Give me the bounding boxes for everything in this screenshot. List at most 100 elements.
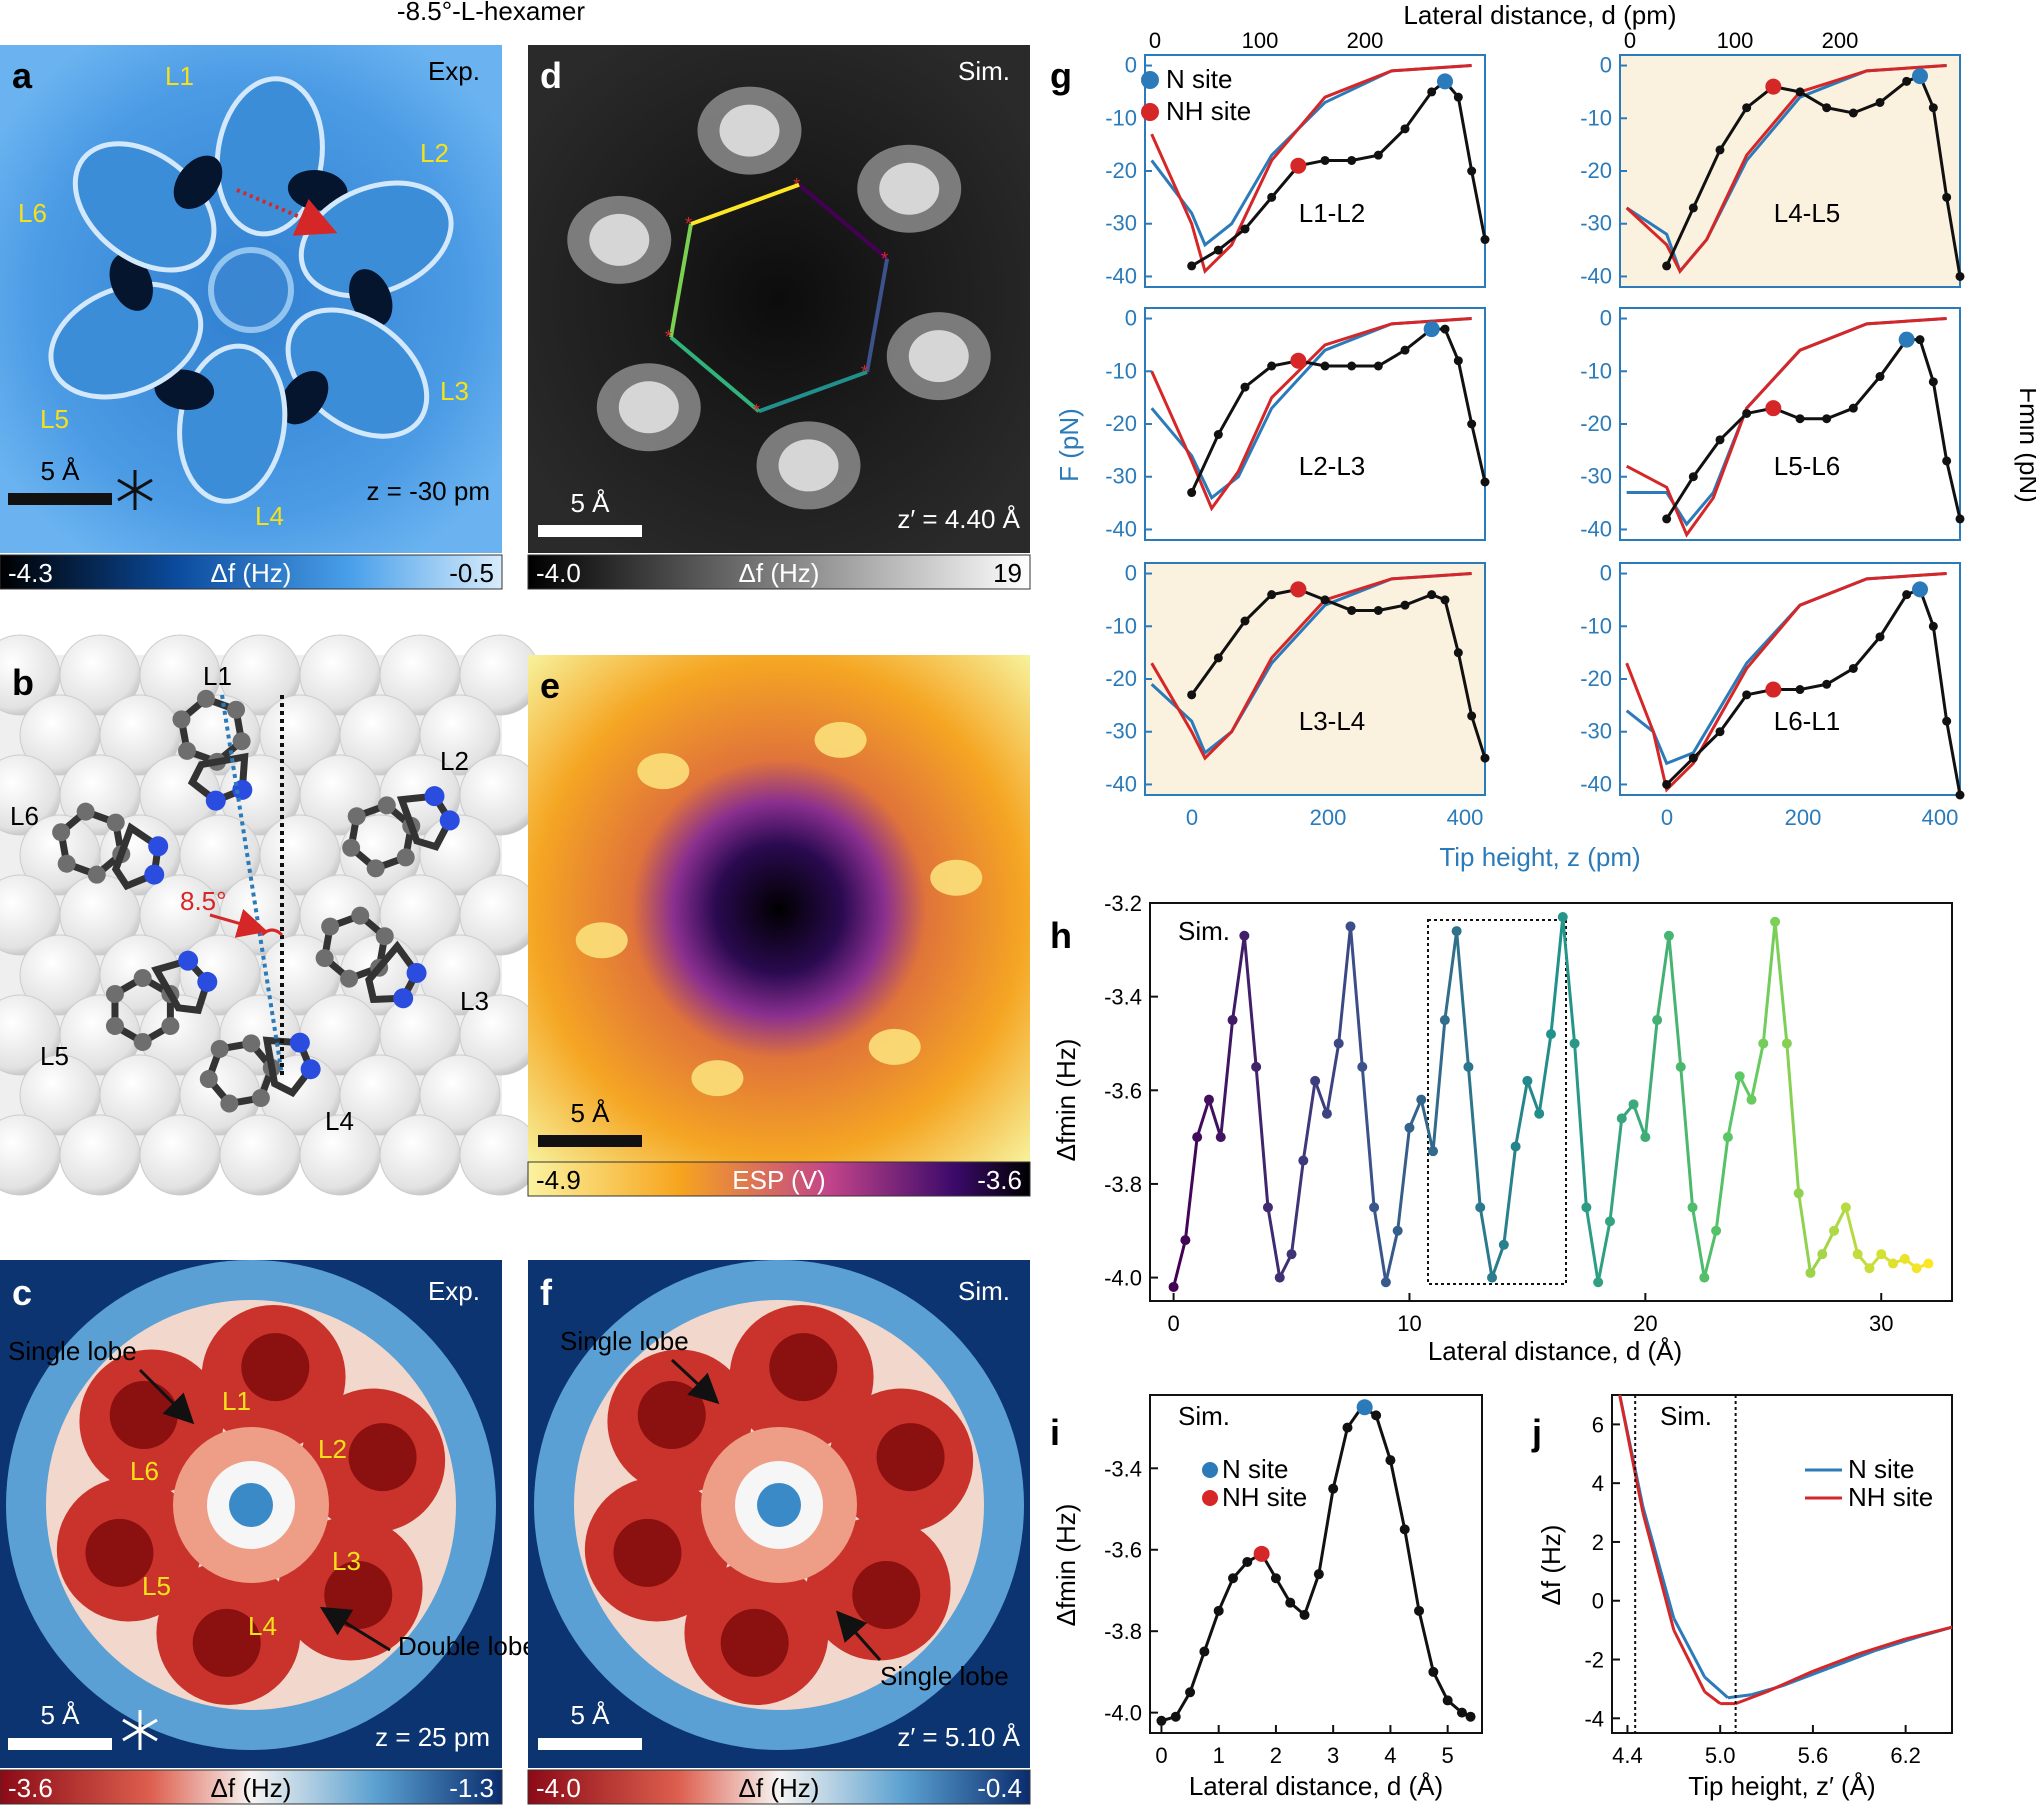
panel-i-point	[1442, 1695, 1453, 1706]
panel-d-letter: d	[540, 55, 562, 96]
panel-b-carbon-atom	[196, 689, 215, 708]
panel-a-scalebar	[8, 493, 112, 505]
panel-e-scalebar	[538, 1135, 642, 1147]
panel-g-fmin-line	[1665, 74, 1962, 277]
panel-g-fmin-point	[1715, 435, 1725, 445]
panel-g-left-tick-label: -20	[1105, 158, 1137, 183]
panel-g-fmin-point	[1400, 345, 1410, 355]
panel-d-scale-label: 5 Å	[570, 488, 610, 518]
panel-g-top-tick: 100	[1717, 28, 1754, 53]
panel-g-fmin-point	[1795, 414, 1805, 424]
panel-j-ylabel: Δf (Hz)	[1536, 1525, 1566, 1606]
panel-g-fmin-line	[1190, 587, 1487, 759]
panel-h-segment	[1655, 935, 1671, 1021]
panel-h-segment	[1726, 1075, 1742, 1138]
panel-h-point	[1746, 1094, 1757, 1105]
panel-j-nh-segment	[1618, 1394, 1645, 1513]
panel-b-carbon-atom	[251, 1088, 270, 1107]
panel-c-letter: c	[12, 1272, 32, 1313]
panel-h-point	[1546, 1029, 1556, 1040]
panel-b-mol-axis	[220, 694, 284, 1076]
panel-a-colorbar	[0, 554, 503, 590]
panel-h-corner: Sim.	[1178, 916, 1230, 946]
panel-g-subplot: L1-L2 0 -10 -20 -30 -40	[1105, 53, 1490, 288]
panel-g-fmin-point	[1267, 590, 1277, 600]
panel-b-angle-arrow	[209, 908, 268, 938]
panel-h-point	[1333, 1038, 1344, 1049]
panel-c-lobe-core	[85, 1518, 154, 1587]
panel-g-fmin-point	[1942, 192, 1952, 202]
panel-h-point	[1923, 1258, 1934, 1269]
panel-g-left-tick-label: -10	[1105, 358, 1137, 383]
panel-c-scalebar	[8, 1738, 112, 1750]
panel-h-segment	[1785, 1043, 1801, 1194]
panel-c-param: z = 25 pm	[375, 1722, 490, 1752]
panel-j-n-xtick-label: 4.4	[1612, 1743, 1643, 1768]
panel-g-left-tick-label: -10	[1105, 613, 1137, 638]
panel-e-blob	[930, 859, 983, 896]
panel-a-l4: L4	[255, 501, 284, 531]
panel-g-fmin-point	[1742, 408, 1752, 418]
panel-j-letter: j	[1531, 1412, 1542, 1453]
panel-b-carbon-atom	[57, 854, 76, 873]
panel-a-dark-spot	[349, 269, 393, 327]
panel-h-segment	[1207, 1099, 1223, 1138]
panel-i-point	[1428, 1666, 1439, 1677]
panel-g-fmin-point	[1213, 653, 1223, 663]
panel-h-segment	[1537, 1033, 1553, 1114]
panel-a-dark-spot	[109, 253, 153, 311]
panel-i-xlabel: Lateral distance, d (Å)	[1189, 1771, 1443, 1801]
panel-h-point	[1251, 1061, 1262, 1072]
panel-j-n-ytick-label: 6	[1592, 1412, 1604, 1437]
panel-g-fmin-point	[1928, 377, 1938, 387]
panel-d-blob-core	[908, 330, 969, 383]
panel-j-nh-segment	[1765, 1669, 1814, 1694]
panel-i-xtick-label: 5	[1442, 1743, 1454, 1768]
panel-g-bottom-tick: 0	[1661, 805, 1673, 830]
panel-h-segment	[1667, 935, 1683, 1068]
panel-c-arrow-single	[138, 1368, 195, 1425]
panel-i-segment	[1374, 1414, 1392, 1461]
panel-h-segment	[1172, 1239, 1187, 1288]
panel-f-center	[757, 1483, 801, 1527]
panel-g-nh-site-marker	[1290, 157, 1307, 174]
panel-i-nh-site-marker	[1253, 1545, 1270, 1562]
panel-b-molecule	[172, 689, 253, 811]
panel-b-nitrogen-atom	[178, 950, 199, 971]
panel-g-fmin-point	[1942, 456, 1952, 466]
panel-h-point	[1687, 1202, 1698, 1213]
panel-g-nh-site-marker	[1290, 581, 1307, 598]
panel-g-nh-site-line	[1625, 572, 1947, 793]
panel-g-letter: g	[1050, 55, 1072, 96]
panel-a-l3: L3	[440, 376, 469, 406]
panel-i-letter: i	[1050, 1412, 1060, 1453]
panel-h-point	[1569, 1038, 1580, 1049]
panel-g-fmin-point	[1453, 648, 1463, 658]
panel-j-frame	[1611, 1394, 1953, 1734]
panel-h-segment	[1242, 935, 1258, 1068]
panel-h-segment	[1431, 1019, 1447, 1152]
panel-g-n-site-marker	[1423, 321, 1440, 338]
panel-g-pair-label: L6-L1	[1774, 706, 1841, 736]
panel-h-xtick-label: 30	[1869, 1311, 1893, 1336]
panel-f-lobe-core	[720, 1608, 789, 1677]
panel-h-point	[1805, 1267, 1816, 1278]
panel-f-hexamer	[534, 1260, 1024, 1750]
panel-b-surface-atom	[419, 694, 501, 776]
panel-f-colorbar	[527, 1769, 1031, 1805]
panel-g-subplots: L1-L20-10-20-30-40L4-L50-10-20-30-40L2-L…	[1105, 28, 1965, 830]
panel-h-segment	[1231, 935, 1246, 1021]
panel-g-fmin-point	[1928, 621, 1938, 631]
panel-h-segment	[1195, 1099, 1211, 1138]
panel-g-fmin-point	[1662, 261, 1672, 271]
panel-d-star-icon: *	[665, 327, 672, 347]
panel-g-left-tick-label: 0	[1600, 53, 1612, 78]
panel-h-point	[1286, 1249, 1297, 1260]
panel-a-dark-spot	[154, 369, 215, 410]
panel-g-nh-site-marker	[1765, 681, 1782, 698]
panel-h-point	[1864, 1263, 1875, 1274]
panel-g-fmin-point	[1320, 361, 1330, 371]
panel-g-fmin-point	[1467, 419, 1477, 429]
panel-h-ytick-label: -3.8	[1104, 1172, 1142, 1197]
panel-b-l5: L5	[40, 1041, 69, 1071]
